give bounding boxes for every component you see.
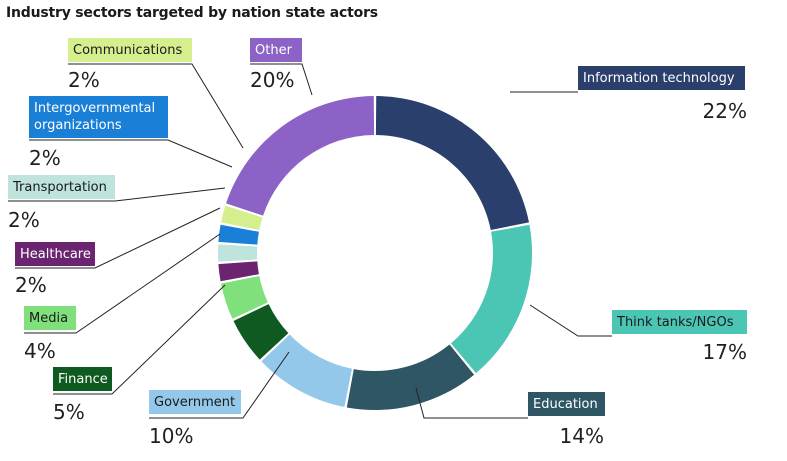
label-box xyxy=(15,242,95,266)
label-box xyxy=(8,175,115,199)
slice-value-label: 2% xyxy=(15,273,47,297)
leader-line xyxy=(250,63,313,96)
label-box xyxy=(29,96,168,138)
leader-line xyxy=(8,187,226,202)
slice-media xyxy=(221,276,268,319)
label-group-communications: Communications 2% xyxy=(68,38,244,149)
leader-line xyxy=(68,63,244,149)
leader-line xyxy=(529,304,612,337)
slice-label: Other xyxy=(255,43,293,58)
label-group-information-technology: Information technology 22% xyxy=(510,66,747,123)
label-group-intergovernmental-organizations: Intergovernmental organizations 2% xyxy=(29,96,233,170)
slice-value-label: 17% xyxy=(703,340,747,364)
slice-label: Education xyxy=(533,397,598,412)
slice-value-label: 22% xyxy=(703,99,747,123)
label-box xyxy=(24,306,76,330)
slice-think-tanks-ngos xyxy=(450,224,532,374)
label-box xyxy=(578,66,745,90)
slice-finance xyxy=(233,304,289,360)
slice-label: Finance xyxy=(58,372,108,387)
slice-healthcare xyxy=(218,261,259,282)
label-box xyxy=(528,392,605,416)
label-box xyxy=(612,310,747,334)
slice-value-label: 20% xyxy=(250,68,294,92)
slice-value-label: 2% xyxy=(29,146,61,170)
slice-value-label: 5% xyxy=(53,400,85,424)
label-group-other: Other 20% xyxy=(250,38,313,96)
slice-label: organizations xyxy=(34,118,122,133)
label-group-healthcare: Healthcare 2% xyxy=(15,207,221,297)
label-box xyxy=(149,390,241,414)
label-group-think-tanks-ngos: Think tanks/NGOs 17% xyxy=(529,304,747,364)
slice-label: Intergovernmental xyxy=(34,101,155,116)
label-group-transportation: Transportation 2% xyxy=(8,175,226,232)
slice-communications xyxy=(221,205,263,230)
slice-value-label: 4% xyxy=(24,339,56,363)
slice-label: Media xyxy=(29,311,68,326)
slice-transportation xyxy=(217,244,258,262)
leader-line xyxy=(15,207,221,269)
leader-line xyxy=(29,139,233,168)
label-box xyxy=(250,38,302,62)
slice-information-technology xyxy=(375,96,529,230)
label-box xyxy=(68,38,192,62)
slice-intergovernmental-organizations xyxy=(218,224,259,245)
slice-label: Government xyxy=(154,395,235,410)
slice-label: Information technology xyxy=(583,71,735,86)
slice-value-label: 10% xyxy=(149,424,193,448)
slice-education xyxy=(346,344,475,410)
slice-other xyxy=(226,96,375,216)
leader-line xyxy=(149,351,290,419)
slice-value-label: 14% xyxy=(560,424,604,448)
slice-government xyxy=(261,334,352,407)
leader-line xyxy=(24,233,221,334)
label-group-education: Education 14% xyxy=(415,387,605,448)
slice-label: Think tanks/NGOs xyxy=(616,315,734,330)
slice-value-label: 2% xyxy=(68,68,100,92)
label-group-finance: Finance 5% xyxy=(53,284,226,424)
label-group-government: Government 10% xyxy=(149,351,290,448)
chart-title: Industry sectors targeted by nation stat… xyxy=(6,5,378,21)
label-group-media: Media 4% xyxy=(24,233,221,363)
slice-label: Transportation xyxy=(12,180,107,195)
label-box xyxy=(53,367,112,391)
slice-label: Communications xyxy=(73,43,182,58)
leader-line xyxy=(415,387,528,419)
slice-value-label: 2% xyxy=(8,208,40,232)
slice-label: Healthcare xyxy=(20,247,91,262)
leader-line xyxy=(53,284,226,395)
